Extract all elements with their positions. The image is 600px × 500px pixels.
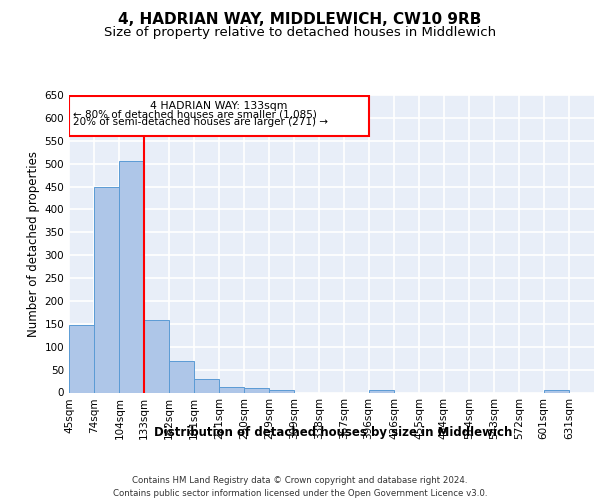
Bar bbox=[94, 188, 119, 392]
Bar bbox=[269, 390, 295, 392]
Y-axis label: Number of detached properties: Number of detached properties bbox=[27, 151, 40, 337]
Text: Distribution of detached houses by size in Middlewich: Distribution of detached houses by size … bbox=[154, 426, 512, 439]
Bar bbox=[194, 379, 219, 392]
Bar bbox=[169, 362, 194, 392]
Bar bbox=[119, 162, 144, 392]
Bar bbox=[219, 386, 244, 392]
Text: ← 80% of detached houses are smaller (1,085): ← 80% of detached houses are smaller (1,… bbox=[73, 109, 317, 119]
Text: 20% of semi-detached houses are larger (271) →: 20% of semi-detached houses are larger (… bbox=[73, 117, 328, 127]
Bar bbox=[144, 320, 169, 392]
Bar bbox=[69, 325, 94, 392]
Text: Contains HM Land Registry data © Crown copyright and database right 2024.
Contai: Contains HM Land Registry data © Crown c… bbox=[113, 476, 487, 498]
Text: 4 HADRIAN WAY: 133sqm: 4 HADRIAN WAY: 133sqm bbox=[150, 102, 287, 112]
Bar bbox=[368, 390, 394, 392]
Bar bbox=[69, 96, 368, 136]
Text: 4, HADRIAN WAY, MIDDLEWICH, CW10 9RB: 4, HADRIAN WAY, MIDDLEWICH, CW10 9RB bbox=[118, 12, 482, 28]
Text: Size of property relative to detached houses in Middlewich: Size of property relative to detached ho… bbox=[104, 26, 496, 39]
Bar bbox=[244, 388, 269, 392]
Bar bbox=[544, 390, 569, 392]
